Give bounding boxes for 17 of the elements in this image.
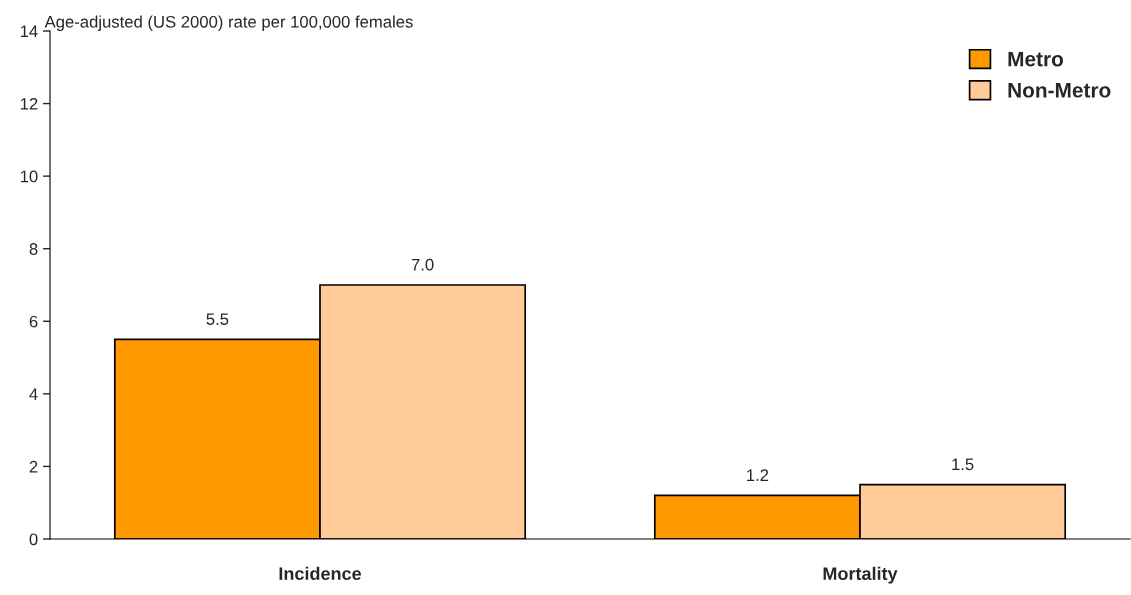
- legend-label: Non-Metro: [1008, 83, 1111, 98]
- y-tick-label: 6: [29, 315, 38, 328]
- data-label: 1.2: [747, 469, 769, 481]
- data-label: 5.5: [206, 313, 229, 326]
- y-tick-label: 8: [29, 243, 38, 255]
- data-label: 7.0: [411, 258, 434, 271]
- y-tick-label: 2: [29, 460, 38, 473]
- y-tick-label: 12: [20, 97, 38, 110]
- x-tick-label: Incidence: [279, 566, 362, 581]
- y-axis-title: Age-adjusted (US 2000) rate per 100,000 females: [44, 15, 413, 31]
- y-tick-label: 14: [20, 25, 38, 38]
- y-tick-label: 0: [29, 533, 38, 546]
- y-tick-label: 10: [20, 170, 38, 183]
- data-label: 1.5: [952, 458, 974, 471]
- x-tick-label: Mortality: [823, 566, 898, 584]
- legend-label: Metro: [1008, 51, 1064, 67]
- y-tick-label: 4: [29, 388, 38, 400]
